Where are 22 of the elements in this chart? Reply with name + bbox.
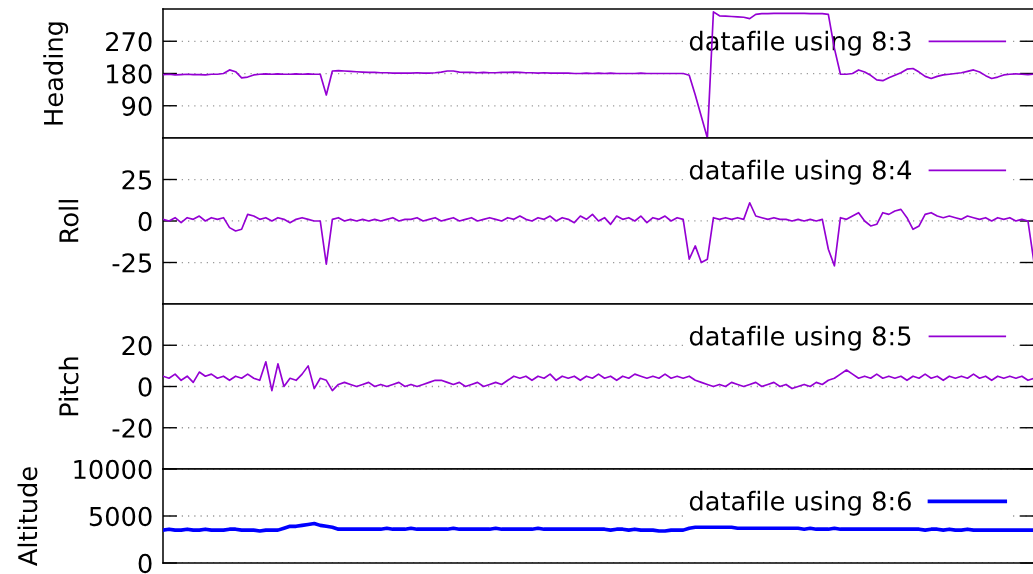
y-tick-label: 20 bbox=[122, 335, 152, 356]
legend-label: datafile using 8:4 bbox=[689, 159, 912, 185]
y-tick-label: 5000 bbox=[89, 506, 152, 527]
y-tick-label: 90 bbox=[122, 96, 152, 116]
line-series bbox=[163, 201, 1033, 267]
line-series bbox=[163, 521, 1033, 533]
y-tick-label: 180 bbox=[107, 64, 152, 84]
y-axis-title: Roll bbox=[58, 200, 79, 242]
y-tick-label: 270 bbox=[106, 31, 152, 52]
legend-label: datafile using 8:5 bbox=[689, 325, 911, 351]
y-axis-title: Pitch bbox=[58, 357, 79, 416]
y-tick-label: 0 bbox=[138, 377, 152, 397]
y-tick-label: 0 bbox=[138, 553, 152, 574]
legend-label: datafile using 8:6 bbox=[689, 490, 911, 516]
y-axis-title: Altitude bbox=[17, 467, 38, 566]
y-tick-label: 0 bbox=[138, 211, 152, 232]
y-tick-label: -20 bbox=[112, 418, 152, 438]
y-tick-label: 25 bbox=[122, 170, 152, 190]
y-axis-title: Heading bbox=[43, 22, 69, 125]
y-tick-label: 10000 bbox=[74, 459, 152, 480]
line-series bbox=[163, 360, 1033, 392]
y-tick-label: -25 bbox=[112, 253, 152, 273]
